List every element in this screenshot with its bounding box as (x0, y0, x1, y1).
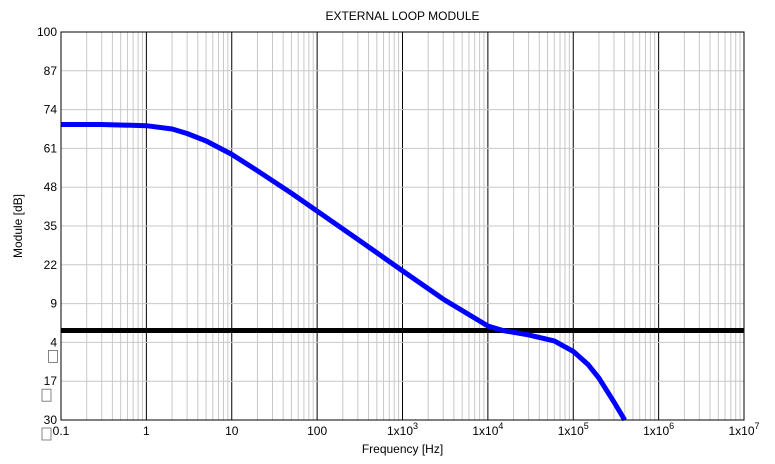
y-tick-label: 87 (44, 64, 58, 78)
x-tick-label: 100 (307, 424, 327, 438)
y-tick-label: 35 (44, 219, 58, 233)
y-tick-label: 61 (44, 141, 58, 155)
y-tick-label: 48 (44, 180, 58, 194)
x-tick-labels: 0.1 1 10 100 1x103 1x104 1x105 1x106 1x107 (53, 421, 760, 438)
x-tick-label: 1x103 (387, 421, 418, 438)
minus-sign-glyph (48, 349, 58, 363)
series-line (61, 122, 627, 422)
x-tick-label: 1x105 (558, 421, 589, 438)
y-tick-label: 9 (50, 297, 57, 311)
minus-sign-glyph (41, 427, 52, 441)
plot-frame (60, 31, 745, 421)
x-tick-label: 1x106 (643, 421, 674, 438)
chart-title: EXTERNAL LOOP MODULE (325, 9, 479, 23)
x-tick-label: 0.1 (53, 424, 70, 438)
y-tick-label: 4 (50, 335, 57, 349)
y-axis-label: Module [dB] (11, 194, 25, 258)
y-tick-label: 22 (44, 258, 58, 272)
x-axis-label: Frequency [Hz] (362, 442, 443, 456)
x-tick-label: 10 (225, 424, 239, 438)
y-tick-labels: 100 87 74 61 48 35 22 9 4 17 30 (37, 25, 58, 441)
x-tick-label: 1 (143, 424, 150, 438)
x-tick-label: 1x104 (472, 421, 503, 438)
x-tick-label: 1x107 (728, 421, 759, 438)
y-tick-label: 17 (44, 374, 58, 388)
major-gridlines (61, 32, 744, 420)
minus-sign-glyph (41, 388, 52, 402)
y-tick-label: 100 (37, 25, 57, 39)
y-tick-label: 74 (44, 103, 58, 117)
y-tick-label: 30 (44, 413, 58, 427)
